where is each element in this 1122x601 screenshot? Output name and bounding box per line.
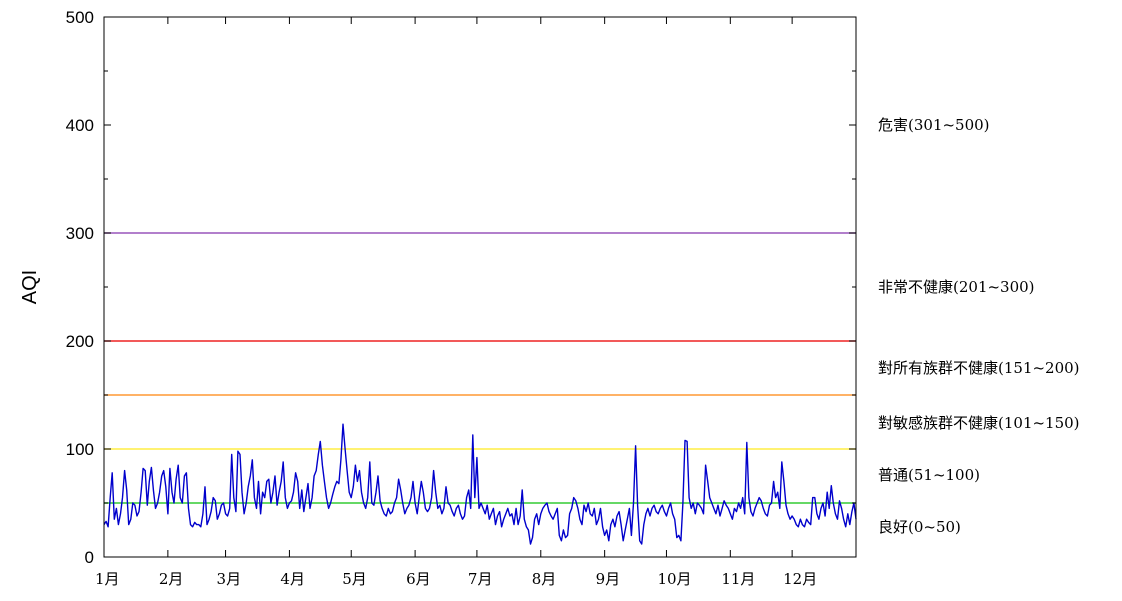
x-month-label: 1月 bbox=[95, 570, 120, 588]
aqi-band-label: 非常不健康(201~300) bbox=[878, 278, 1035, 296]
plot-frame bbox=[103, 16, 857, 558]
aqi-band-label: 對所有族群不健康(151~200) bbox=[878, 359, 1080, 377]
x-month-label: 9月 bbox=[596, 570, 621, 588]
y-tick-label: 400 bbox=[66, 116, 94, 135]
x-month-label: 2月 bbox=[159, 570, 184, 588]
aqi-band-label: 普通(51~100) bbox=[878, 466, 980, 484]
y-tick-label: 300 bbox=[66, 224, 94, 243]
x-month-label: 5月 bbox=[342, 570, 367, 588]
y-tick-label: 200 bbox=[66, 332, 94, 351]
aqi-series-line bbox=[103, 423, 857, 545]
x-month-label: 7月 bbox=[468, 570, 493, 588]
y-axis: 0 100 200 300 400 500 bbox=[66, 8, 856, 567]
y-tick-label: 500 bbox=[66, 8, 94, 27]
x-month-label: 11月 bbox=[721, 570, 755, 588]
y-tick-label: 0 bbox=[85, 548, 94, 567]
x-month-label: 3月 bbox=[217, 570, 242, 588]
aqi-band-labels: 良好(0~50) 普通(51~100) 對敏感族群不健康(101~150) 對所有族群… bbox=[878, 116, 1080, 536]
x-month-label: 12月 bbox=[783, 570, 817, 588]
x-month-label: 4月 bbox=[280, 570, 305, 588]
x-month-label: 8月 bbox=[532, 570, 557, 588]
series-layer bbox=[103, 423, 857, 545]
threshold-lines bbox=[104, 232, 856, 504]
x-month-label: 10月 bbox=[657, 570, 691, 588]
x-axis: 1月 2月 3月 4月 5月 6月 7月 8月 9月 10月 11月 12月 bbox=[95, 17, 817, 588]
aqi-band-label: 良好(0~50) bbox=[878, 518, 961, 536]
y-tick-label: 100 bbox=[66, 440, 94, 459]
x-month-label: 6月 bbox=[406, 570, 431, 588]
y-axis-title: AQI bbox=[19, 270, 41, 304]
aqi-band-label: 危害(301~500) bbox=[878, 116, 990, 134]
aqi-band-label: 對敏感族群不健康(101~150) bbox=[878, 414, 1080, 432]
